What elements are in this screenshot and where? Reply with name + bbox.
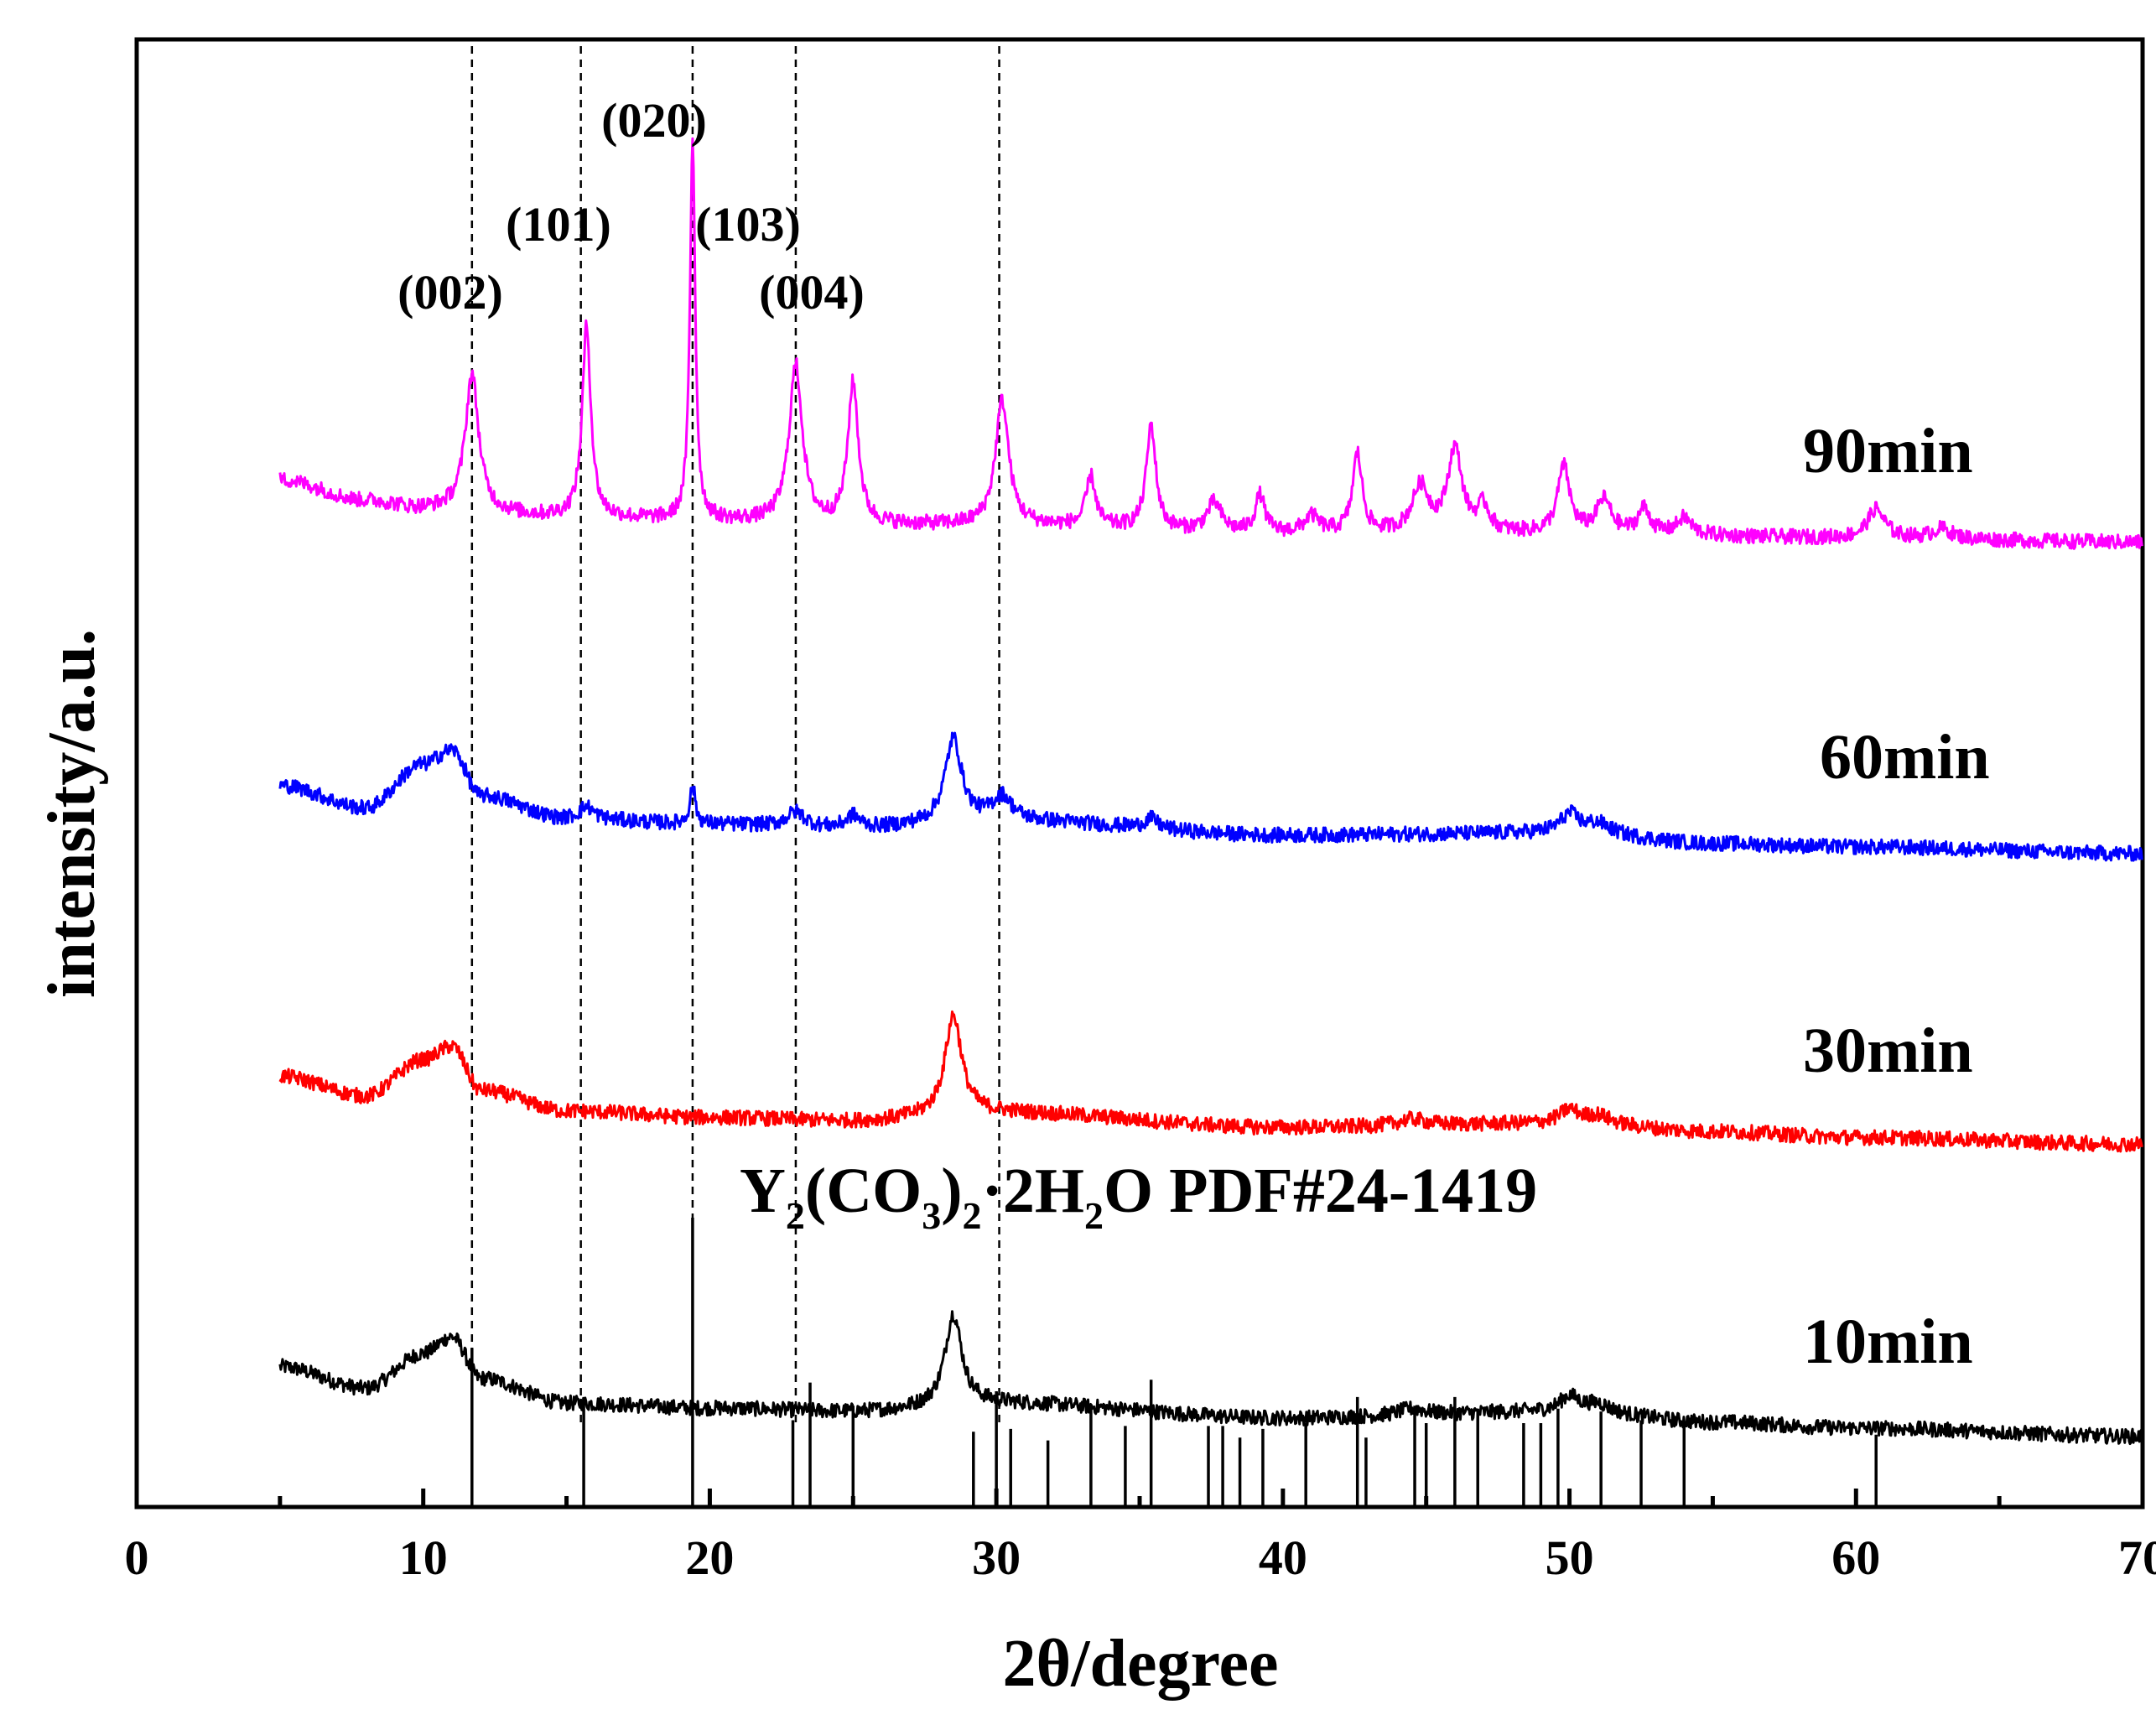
peak-label: (004) xyxy=(759,265,865,320)
series-line-60min xyxy=(278,731,2143,862)
pdf-sub-2b: 2 xyxy=(963,1194,982,1237)
x-axis-title: 2θ/degree xyxy=(1002,1627,1278,1701)
x-tick-label: 50 xyxy=(1546,1530,1594,1585)
peak-labels: (002)(101) (020) (103) (004) xyxy=(397,93,865,320)
peak-label: (103) xyxy=(695,197,801,252)
peak-label: (101) xyxy=(506,197,611,252)
reference-pattern-label: Y2(CO3)2·2H2O PDF#24-1419 xyxy=(740,1156,1537,1237)
pdf-rest: O PDF#24-1419 xyxy=(1104,1156,1537,1226)
series-label-10min: 10min xyxy=(1803,1307,1973,1377)
pdf-sub-3: 3 xyxy=(922,1194,941,1237)
series-line-10min xyxy=(278,1310,2143,1446)
pdf-paren-close: ) xyxy=(941,1156,962,1226)
pdf-2h: ·2H xyxy=(982,1156,1084,1226)
series-line-90min xyxy=(278,137,2143,550)
series-label-60min: 60min xyxy=(1820,722,1990,792)
series-line-30min xyxy=(278,1010,2143,1153)
y-axis-title: intensity/a.u. xyxy=(35,629,109,998)
pdf-sub-2c: 2 xyxy=(1084,1194,1104,1237)
reference-pattern xyxy=(470,1218,1878,1507)
peak-label: (020) xyxy=(601,93,707,148)
pdf-y: Y xyxy=(740,1156,786,1226)
dashed-guide-lines xyxy=(470,46,1000,1426)
peak-label: (002) xyxy=(397,265,503,320)
x-tick-label: 10 xyxy=(399,1530,448,1585)
x-tick-label: 20 xyxy=(685,1530,734,1585)
x-tick-label: 0 xyxy=(125,1530,149,1585)
series-label-90min: 90min xyxy=(1803,416,1973,486)
pdf-sub-2a: 2 xyxy=(786,1194,805,1237)
x-tick-label: 60 xyxy=(1831,1530,1880,1585)
x-tick-label: 30 xyxy=(972,1530,1021,1585)
series-labels: 10min 30min 60min 90min xyxy=(1803,416,1990,1377)
x-axis-ticks: 0 10 20 30 40 50 60 70 xyxy=(125,1489,2156,1585)
series-label-30min: 30min xyxy=(1803,1016,1973,1086)
pdf-co: (CO xyxy=(805,1156,922,1226)
curves xyxy=(278,137,2143,1446)
x-tick-label: 70 xyxy=(2118,1530,2156,1585)
x-tick-label: 40 xyxy=(1259,1530,1307,1585)
